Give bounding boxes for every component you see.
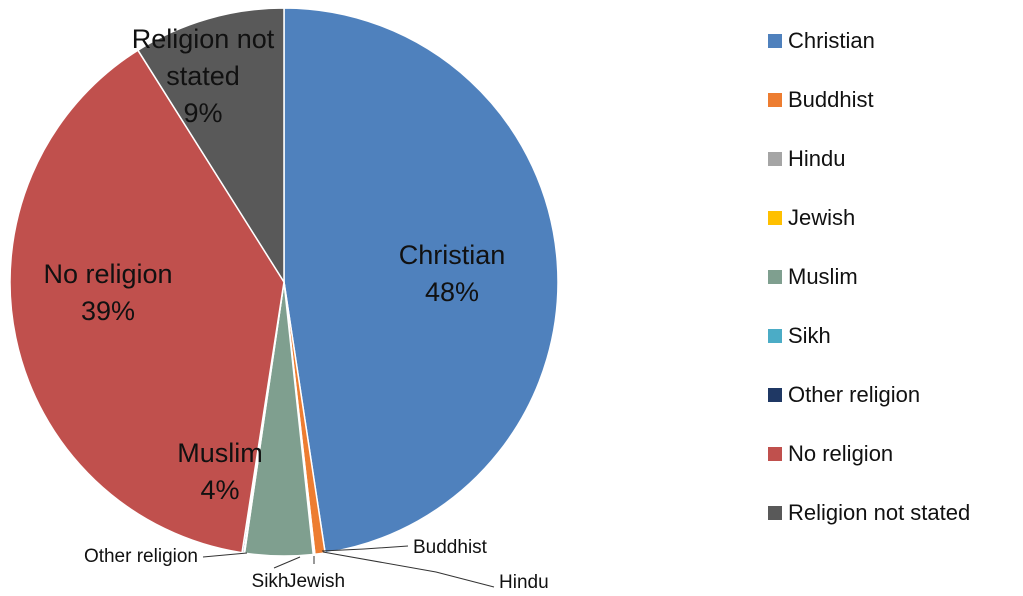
data-label-name-religion-not-stated: Religion not <box>132 24 275 54</box>
data-label-percent-muslim: 4% <box>200 475 239 505</box>
data-label-name-muslim: Muslim <box>177 438 263 468</box>
legend-item-muslim: Muslim <box>768 247 970 306</box>
legend-item-buddhist: Buddhist <box>768 70 970 129</box>
legend-swatch-no-religion <box>768 446 782 461</box>
data-label-name-religion-not-stated: stated <box>166 61 240 91</box>
data-label-name-sikh: Sikh <box>252 571 289 592</box>
data-label-percent-religion-not-stated: 9% <box>183 98 222 128</box>
data-label-name-christian: Christian <box>399 240 506 270</box>
data-label-name-hindu: Hindu <box>499 572 549 593</box>
leader-line-sikh <box>273 556 301 569</box>
data-label-name-buddhist: Buddhist <box>413 537 488 558</box>
legend-item-sikh: Sikh <box>768 306 970 365</box>
data-label-percent-christian: 48% <box>425 277 479 307</box>
legend-swatch-jewish <box>768 210 782 225</box>
legend-item-christian: Christian <box>768 11 970 70</box>
pie-slice-religion-not-stated <box>136 7 285 285</box>
legend-item-hindu: Hindu <box>768 129 970 188</box>
legend-label-christian: Christian <box>788 27 875 53</box>
chart-legend: Christian Buddhist Hindu Jewish Muslim Sikh Ot… <box>768 11 970 542</box>
leader-line-other-religion <box>202 552 248 558</box>
leader-line-hindu <box>322 551 495 588</box>
legend-label-hindu: Hindu <box>788 145 846 171</box>
legend-swatch-religion-not-stated <box>768 505 782 520</box>
legend-label-buddhist: Buddhist <box>788 86 874 112</box>
data-label-name-jewish: Jewish <box>287 571 345 592</box>
data-label-percent-no-religion: 39% <box>81 296 135 326</box>
legend-swatch-christian <box>768 33 782 48</box>
data-label-name-other-religion: Other religion <box>84 546 198 567</box>
data-label-name-no-religion: No religion <box>43 259 172 289</box>
leader-line-buddhist <box>321 545 409 552</box>
pie-slice-christian <box>283 7 559 554</box>
legend-swatch-hindu <box>768 151 782 166</box>
legend-label-other-religion: Other religion <box>788 381 921 407</box>
legend-swatch-muslim <box>768 269 782 284</box>
legend-item-other-religion: Other religion <box>768 365 970 424</box>
legend-item-jewish: Jewish <box>768 188 970 247</box>
legend-label-sikh: Sikh <box>788 322 831 348</box>
legend-label-muslim: Muslim <box>788 263 858 289</box>
legend-swatch-sikh <box>768 328 782 343</box>
legend-label-religion-not-stated: Religion not stated <box>788 499 971 525</box>
legend-item-no-religion: No religion <box>768 424 970 483</box>
legend-label-no-religion: No religion <box>788 440 894 466</box>
pie-slice-no-religion <box>9 49 285 554</box>
legend-label-jewish: Jewish <box>788 204 856 230</box>
legend-swatch-other-religion <box>768 387 782 402</box>
legend-item-religion-not-stated: Religion not stated <box>768 483 970 542</box>
legend-swatch-buddhist <box>768 92 782 107</box>
